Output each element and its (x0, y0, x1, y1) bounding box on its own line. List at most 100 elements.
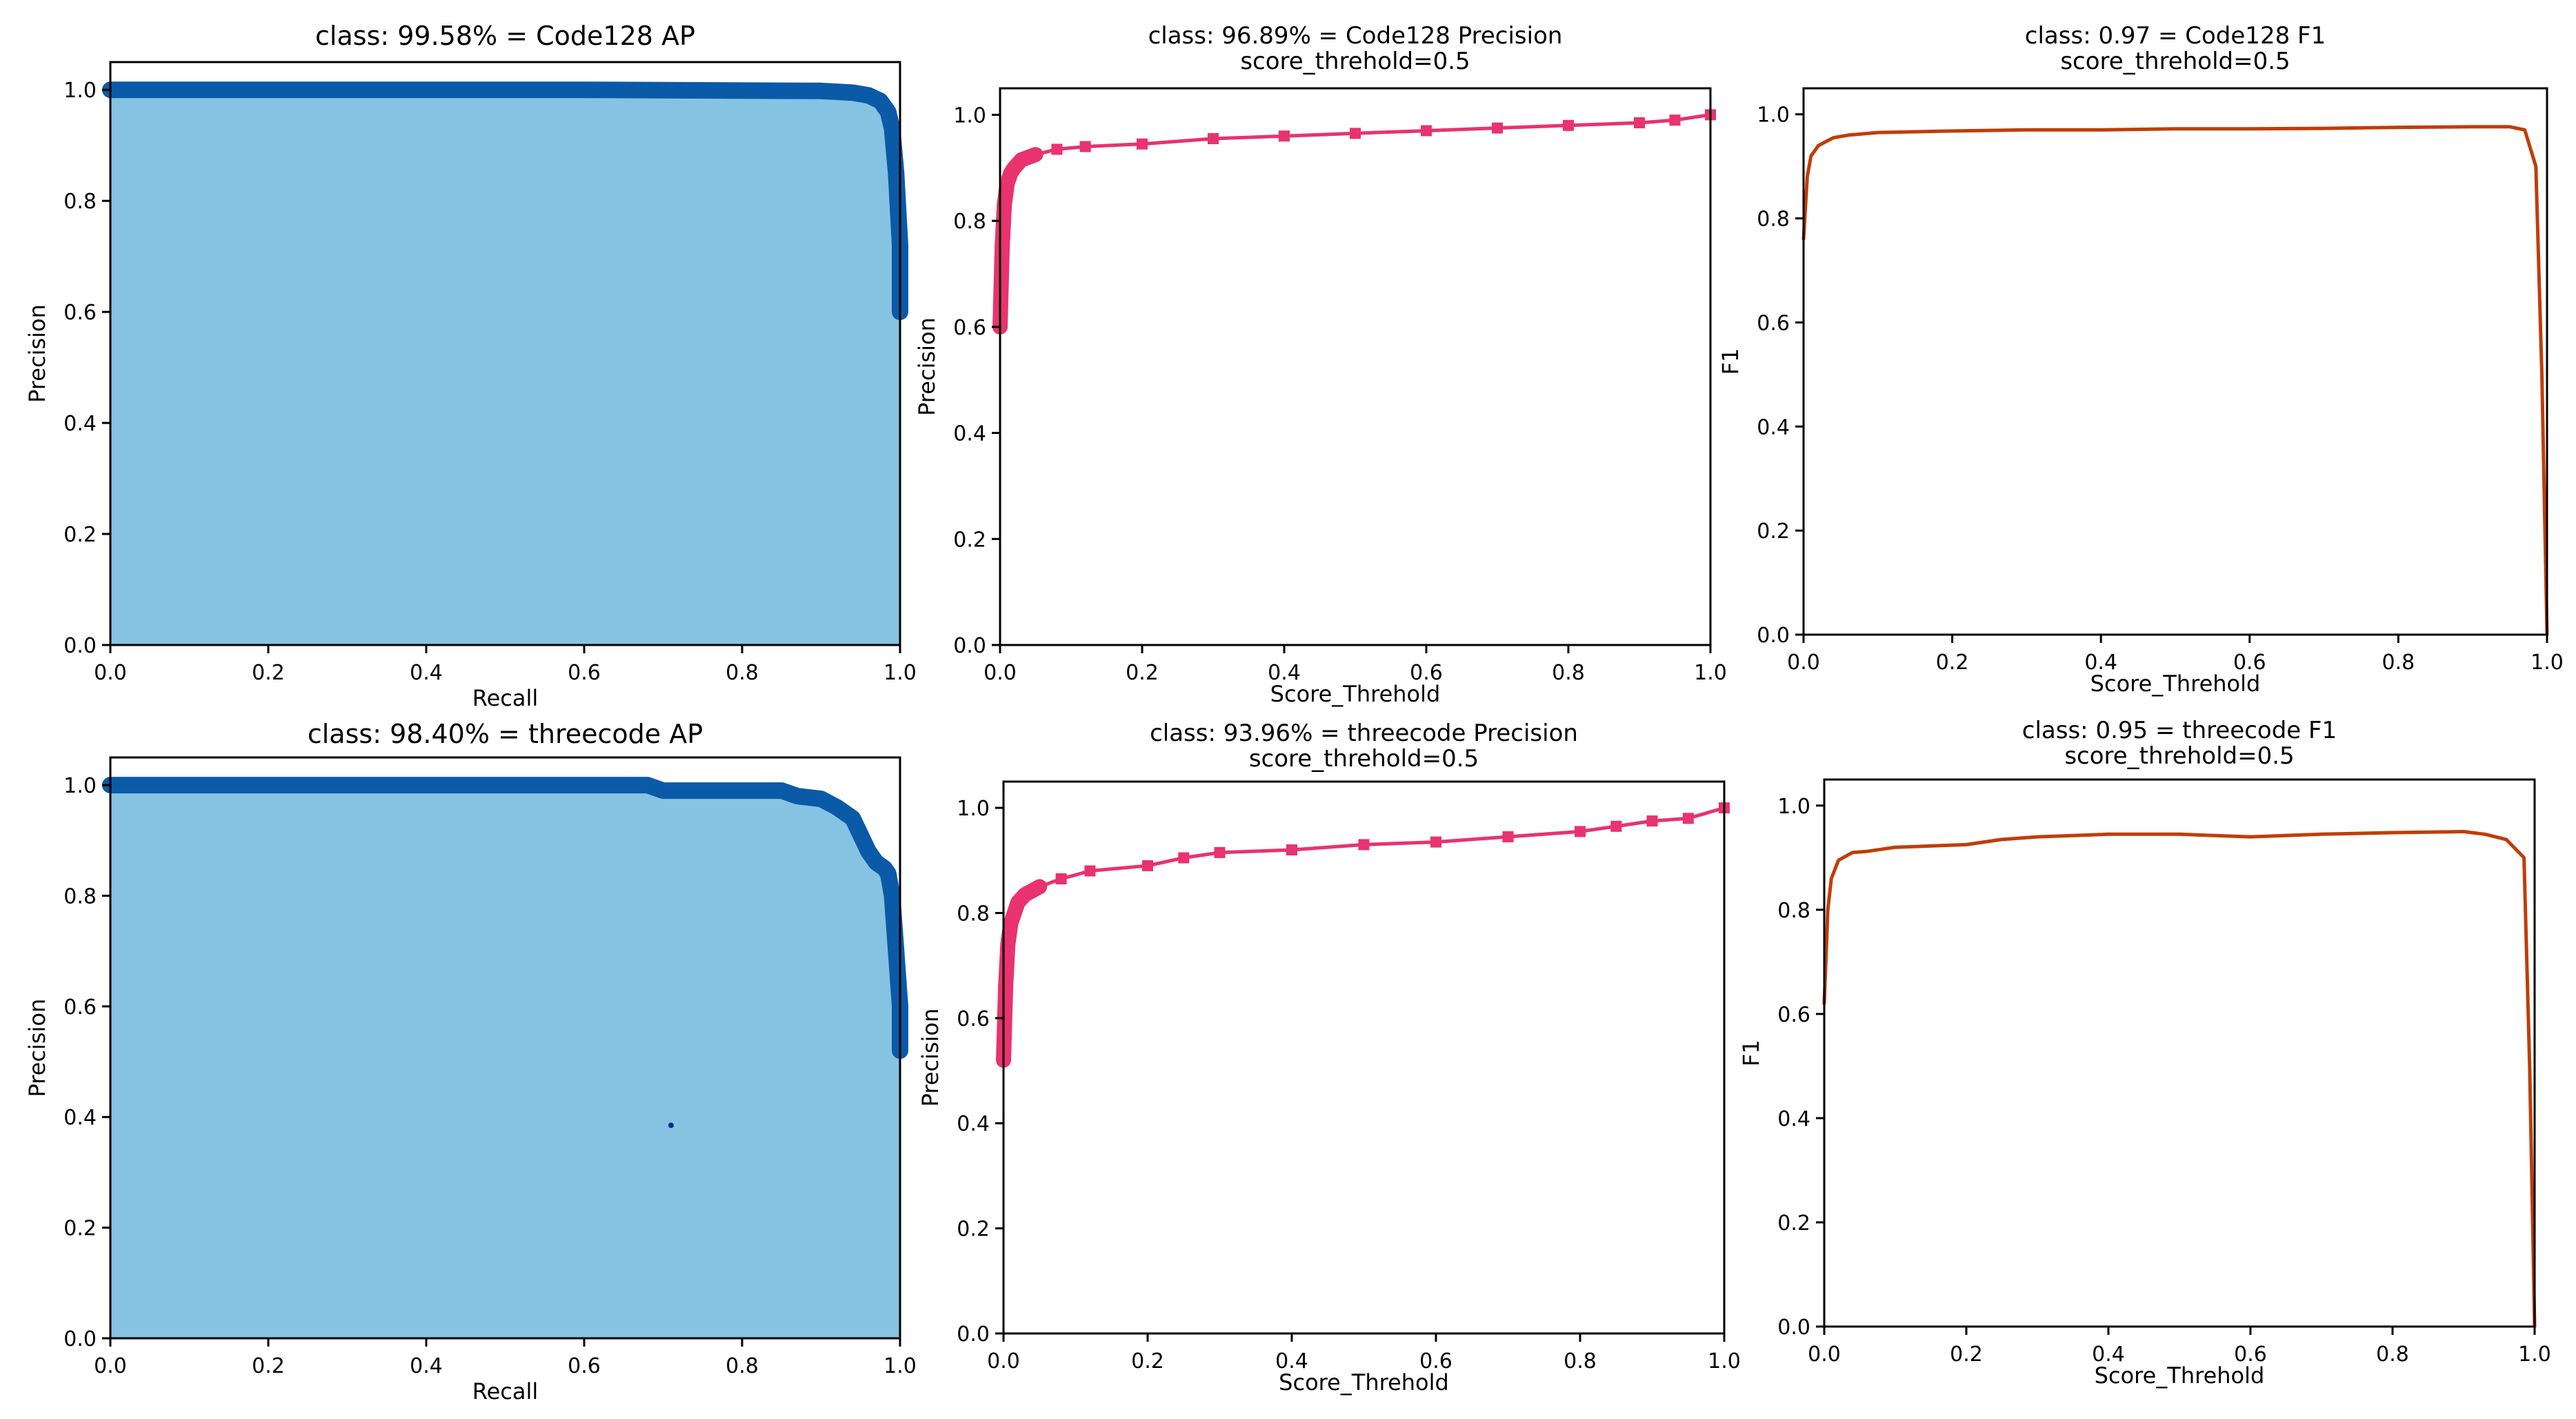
data-point (1079, 141, 1091, 152)
y-tick-label: 0.0 (63, 1327, 97, 1351)
x-axis-label: Recall (472, 1378, 538, 1405)
x-tick-label: 0.4 (1275, 1349, 1308, 1373)
y-tick-label: 0.4 (1777, 1107, 1810, 1131)
x-tick-label: 0.0 (987, 1349, 1020, 1373)
y-tick-label: 0.0 (953, 634, 986, 658)
y-tick-label: 1.0 (63, 774, 97, 798)
y-tick-label: 0.4 (63, 1106, 97, 1130)
y-tick-label: 0.2 (1777, 1211, 1810, 1236)
y-tick-label: 1.0 (953, 103, 986, 128)
chart-subtitle: score_threhold=0.5 (1249, 745, 1479, 773)
y-tick-label: 0.0 (1777, 1316, 1810, 1340)
data-point (1563, 119, 1574, 131)
chart-4: 0.0 0.2 0.4 0.6 0.8 1.0 0.0 0.2 0.4 0.6 0.8 1.0 clas… (24, 719, 917, 1405)
data-point (1208, 133, 1219, 144)
y-tick-label: 0.4 (953, 422, 986, 446)
x-axis-label: Recall (472, 685, 538, 711)
x-axis-label: Score_Threhold (1279, 1369, 1449, 1396)
x-tick-label: 0.4 (410, 661, 443, 685)
data-point (1137, 138, 1148, 150)
data-point (1502, 831, 1514, 842)
data-point (1682, 813, 1694, 824)
x-tick-label: 0.6 (568, 1354, 601, 1378)
x-tick-label: 0.2 (1126, 661, 1159, 685)
x-tick-label: 0.6 (2233, 651, 2266, 675)
x-tick-label: 1.0 (883, 661, 917, 685)
y-tick-label: 1.0 (63, 79, 97, 103)
x-tick-label: 0.4 (2092, 1342, 2125, 1367)
data-point-cluster (992, 147, 1044, 335)
y-tick-label: 0.6 (953, 316, 986, 340)
axes-frame (1802, 87, 2548, 636)
y-tick-label: 1.0 (1757, 103, 1790, 128)
data-point (1669, 115, 1681, 126)
x-tick-label: 0.6 (1410, 661, 1443, 685)
y-tick-label: 0.6 (63, 995, 97, 1020)
x-tick-label: 1.0 (1708, 1349, 1741, 1373)
x-tick-label: 0.6 (1419, 1349, 1452, 1373)
y-tick-label: 0.4 (63, 412, 97, 436)
x-axis-label: Score_Threhold (2095, 1362, 2265, 1389)
series-line (1801, 125, 2549, 637)
y-axis-label: Precision (24, 999, 50, 1098)
data-point (1084, 865, 1096, 877)
x-tick-label: 0.0 (984, 661, 1017, 685)
chart-2: 0.0 0.2 0.4 0.6 0.8 1.0 0.0 0.2 0.4 0.6 0.8 1.0 clas… (914, 22, 1727, 707)
y-tick-label: 0.8 (1777, 899, 1810, 923)
chart-title: class: 96.89% = Code128 Precision (1148, 22, 1563, 50)
data-point (1178, 852, 1190, 864)
area-fill (110, 90, 900, 645)
y-tick-label: 0.6 (1777, 1003, 1810, 1027)
chart-subtitle: score_threhold=0.5 (1240, 48, 1470, 75)
y-tick-label: 0.8 (1757, 208, 1790, 232)
x-tick-label: 0.2 (252, 1354, 285, 1378)
y-axis-label: Precision (24, 304, 50, 403)
chart-6: 0.0 0.2 0.4 0.6 0.8 1.0 0.0 0.2 0.4 0.6 0.8 1.0 clas… (1738, 717, 2551, 1389)
data-point (1634, 117, 1645, 128)
x-tick-label: 0.2 (1936, 651, 1969, 675)
chart-title: class: 93.96% = threecode Precision (1150, 720, 1578, 747)
x-tick-label: 0.8 (1552, 661, 1585, 685)
x-tick-label: 0.8 (2376, 1342, 2409, 1367)
chart-subtitle: score_threhold=0.5 (2064, 742, 2294, 770)
y-tick-label: 0.0 (1757, 624, 1790, 648)
data-point (1646, 815, 1658, 827)
y-tick-label: 1.0 (957, 797, 990, 821)
chart-title: class: 98.40% = threecode AP (308, 719, 703, 749)
y-tick-label: 0.0 (957, 1322, 990, 1347)
x-tick-label: 0.2 (1131, 1349, 1164, 1373)
y-tick-label: 0.8 (957, 902, 990, 926)
data-point (1421, 125, 1432, 137)
chart-title: class: 0.95 = threecode F1 (2022, 717, 2337, 744)
x-tick-label: 1.0 (2530, 651, 2564, 675)
data-point (1279, 130, 1290, 142)
y-tick-label: 0.8 (953, 210, 986, 234)
x-tick-label: 0.2 (1950, 1342, 1983, 1367)
axes-frame (999, 87, 1712, 646)
y-tick-label: 0.2 (63, 523, 97, 547)
y-tick-label: 1.0 (1777, 795, 1810, 819)
y-tick-label: 0.4 (957, 1112, 990, 1136)
chart-title: class: 0.97 = Code128 F1 (2025, 22, 2326, 50)
x-tick-label: 0.8 (726, 1354, 759, 1378)
y-tick-label: 0.8 (63, 190, 97, 214)
data-point (1286, 844, 1297, 855)
x-tick-label: 1.0 (1694, 661, 1727, 685)
x-tick-label: 0.8 (2382, 651, 2415, 675)
x-tick-label: 0.4 (410, 1354, 443, 1378)
y-tick-label: 0.4 (1757, 415, 1790, 439)
y-tick-label: 0.6 (1757, 311, 1790, 335)
chart-title: class: 99.58% = Code128 AP (315, 21, 695, 51)
x-tick-label: 0.0 (94, 661, 127, 685)
y-tick-label: 0.0 (63, 634, 97, 658)
x-tick-label: 0.8 (726, 661, 759, 685)
x-axis-label: Score_Threhold (2090, 671, 2261, 697)
y-axis-label: Precision (917, 1009, 943, 1107)
y-axis-label: Precision (914, 317, 940, 416)
chart-1: 0.0 0.2 0.4 0.6 0.8 1.0 0.0 0.2 0.4 0.6 0.8 1.0 clas… (24, 21, 917, 711)
y-tick-label: 0.6 (63, 301, 97, 325)
chart-5: 0.0 0.2 0.4 0.6 0.8 1.0 0.0 0.2 0.4 0.6 0.8 1.0 clas… (917, 720, 1741, 1396)
x-tick-label: 0.4 (1268, 661, 1301, 685)
y-tick-label: 0.2 (1757, 519, 1790, 544)
